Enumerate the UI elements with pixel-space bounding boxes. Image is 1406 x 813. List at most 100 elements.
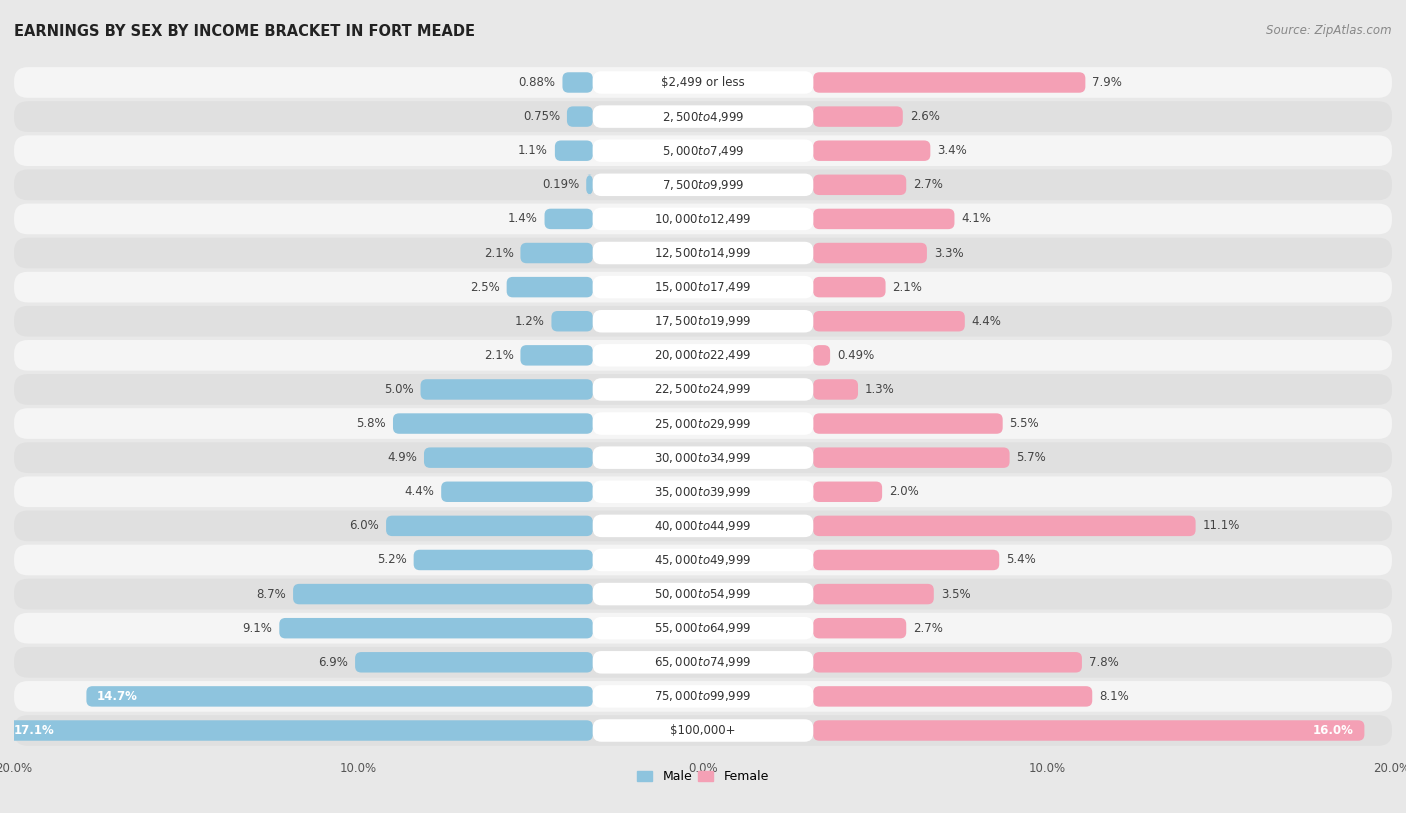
Text: 1.2%: 1.2% bbox=[515, 315, 544, 328]
Text: 9.1%: 9.1% bbox=[243, 622, 273, 635]
FancyBboxPatch shape bbox=[593, 446, 813, 469]
Text: 2.7%: 2.7% bbox=[912, 622, 943, 635]
Text: 3.5%: 3.5% bbox=[941, 588, 970, 601]
FancyBboxPatch shape bbox=[86, 686, 593, 706]
FancyBboxPatch shape bbox=[14, 67, 1392, 98]
FancyBboxPatch shape bbox=[593, 241, 813, 264]
Text: $50,000 to $54,999: $50,000 to $54,999 bbox=[654, 587, 752, 601]
Text: 7.8%: 7.8% bbox=[1088, 656, 1119, 669]
Text: 4.4%: 4.4% bbox=[405, 485, 434, 498]
Text: $5,000 to $7,499: $5,000 to $7,499 bbox=[662, 144, 744, 158]
FancyBboxPatch shape bbox=[593, 378, 813, 401]
Text: EARNINGS BY SEX BY INCOME BRACKET IN FORT MEADE: EARNINGS BY SEX BY INCOME BRACKET IN FOR… bbox=[14, 24, 475, 39]
FancyBboxPatch shape bbox=[593, 412, 813, 435]
Text: 17.1%: 17.1% bbox=[14, 724, 55, 737]
Text: $10,000 to $12,499: $10,000 to $12,499 bbox=[654, 212, 752, 226]
FancyBboxPatch shape bbox=[14, 203, 1392, 234]
Text: $65,000 to $74,999: $65,000 to $74,999 bbox=[654, 655, 752, 669]
FancyBboxPatch shape bbox=[586, 175, 593, 195]
FancyBboxPatch shape bbox=[813, 175, 907, 195]
FancyBboxPatch shape bbox=[593, 344, 813, 367]
FancyBboxPatch shape bbox=[506, 277, 593, 298]
FancyBboxPatch shape bbox=[813, 379, 858, 400]
Text: 5.5%: 5.5% bbox=[1010, 417, 1039, 430]
FancyBboxPatch shape bbox=[14, 511, 1392, 541]
FancyBboxPatch shape bbox=[14, 135, 1392, 166]
FancyBboxPatch shape bbox=[593, 480, 813, 503]
Text: 2.6%: 2.6% bbox=[910, 110, 939, 123]
FancyBboxPatch shape bbox=[813, 481, 882, 502]
Text: $100,000+: $100,000+ bbox=[671, 724, 735, 737]
FancyBboxPatch shape bbox=[14, 408, 1392, 439]
Text: 5.8%: 5.8% bbox=[357, 417, 387, 430]
FancyBboxPatch shape bbox=[441, 481, 593, 502]
Text: $25,000 to $29,999: $25,000 to $29,999 bbox=[654, 416, 752, 431]
Text: $75,000 to $99,999: $75,000 to $99,999 bbox=[654, 689, 752, 703]
Legend: Male, Female: Male, Female bbox=[633, 765, 773, 789]
FancyBboxPatch shape bbox=[593, 720, 813, 741]
FancyBboxPatch shape bbox=[813, 72, 1085, 93]
Text: 7.9%: 7.9% bbox=[1092, 76, 1122, 89]
FancyBboxPatch shape bbox=[813, 311, 965, 332]
Text: $2,499 or less: $2,499 or less bbox=[661, 76, 745, 89]
FancyBboxPatch shape bbox=[551, 311, 593, 332]
FancyBboxPatch shape bbox=[562, 72, 593, 93]
FancyBboxPatch shape bbox=[813, 243, 927, 263]
Text: $7,500 to $9,999: $7,500 to $9,999 bbox=[662, 178, 744, 192]
Text: 2.1%: 2.1% bbox=[484, 349, 513, 362]
FancyBboxPatch shape bbox=[593, 310, 813, 333]
Text: $2,500 to $4,999: $2,500 to $4,999 bbox=[662, 110, 744, 124]
FancyBboxPatch shape bbox=[593, 549, 813, 572]
Text: $30,000 to $34,999: $30,000 to $34,999 bbox=[654, 450, 752, 465]
Text: 5.4%: 5.4% bbox=[1007, 554, 1036, 567]
FancyBboxPatch shape bbox=[14, 681, 1392, 711]
FancyBboxPatch shape bbox=[14, 306, 1392, 337]
FancyBboxPatch shape bbox=[14, 579, 1392, 610]
FancyBboxPatch shape bbox=[544, 209, 593, 229]
Text: Source: ZipAtlas.com: Source: ZipAtlas.com bbox=[1267, 24, 1392, 37]
FancyBboxPatch shape bbox=[14, 442, 1392, 473]
Text: 1.1%: 1.1% bbox=[519, 144, 548, 157]
Text: 14.7%: 14.7% bbox=[97, 690, 138, 703]
Text: 4.4%: 4.4% bbox=[972, 315, 1001, 328]
FancyBboxPatch shape bbox=[813, 686, 1092, 706]
Text: 3.4%: 3.4% bbox=[938, 144, 967, 157]
Text: 5.0%: 5.0% bbox=[384, 383, 413, 396]
FancyBboxPatch shape bbox=[14, 272, 1392, 302]
FancyBboxPatch shape bbox=[392, 413, 593, 434]
Text: 1.3%: 1.3% bbox=[865, 383, 894, 396]
FancyBboxPatch shape bbox=[14, 476, 1392, 507]
Text: 16.0%: 16.0% bbox=[1313, 724, 1354, 737]
FancyBboxPatch shape bbox=[387, 515, 593, 536]
FancyBboxPatch shape bbox=[520, 243, 593, 263]
Text: 0.88%: 0.88% bbox=[519, 76, 555, 89]
FancyBboxPatch shape bbox=[813, 652, 1083, 672]
Text: 2.7%: 2.7% bbox=[912, 178, 943, 191]
Text: 4.9%: 4.9% bbox=[387, 451, 418, 464]
Text: 0.49%: 0.49% bbox=[837, 349, 875, 362]
Text: 4.1%: 4.1% bbox=[962, 212, 991, 225]
Text: 5.2%: 5.2% bbox=[377, 554, 406, 567]
FancyBboxPatch shape bbox=[813, 515, 1195, 536]
FancyBboxPatch shape bbox=[813, 141, 931, 161]
FancyBboxPatch shape bbox=[520, 345, 593, 366]
FancyBboxPatch shape bbox=[14, 715, 1392, 746]
Text: 6.0%: 6.0% bbox=[350, 520, 380, 533]
Text: 2.1%: 2.1% bbox=[893, 280, 922, 293]
FancyBboxPatch shape bbox=[593, 72, 813, 93]
Text: 0.75%: 0.75% bbox=[523, 110, 560, 123]
FancyBboxPatch shape bbox=[813, 413, 1002, 434]
FancyBboxPatch shape bbox=[14, 647, 1392, 678]
FancyBboxPatch shape bbox=[555, 141, 593, 161]
FancyBboxPatch shape bbox=[14, 169, 1392, 200]
FancyBboxPatch shape bbox=[813, 720, 1364, 741]
FancyBboxPatch shape bbox=[567, 107, 593, 127]
FancyBboxPatch shape bbox=[813, 550, 1000, 570]
FancyBboxPatch shape bbox=[356, 652, 593, 672]
FancyBboxPatch shape bbox=[593, 617, 813, 640]
Text: 1.4%: 1.4% bbox=[508, 212, 537, 225]
FancyBboxPatch shape bbox=[813, 447, 1010, 468]
FancyBboxPatch shape bbox=[813, 584, 934, 604]
FancyBboxPatch shape bbox=[4, 720, 593, 741]
Text: $40,000 to $44,999: $40,000 to $44,999 bbox=[654, 519, 752, 533]
